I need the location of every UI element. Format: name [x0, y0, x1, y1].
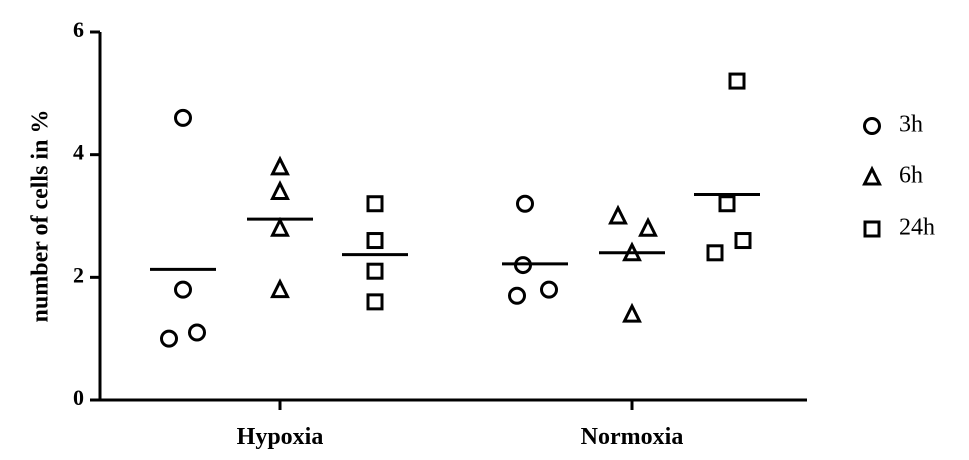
circle-point [188, 323, 206, 342]
legend-square-icon [863, 220, 881, 238]
legend-label: 3h [899, 112, 923, 138]
y-tick-label: 2 [73, 262, 84, 287]
triangle-point [270, 155, 290, 176]
square-point [706, 244, 724, 262]
triangle-point [270, 216, 290, 237]
square-point [734, 232, 752, 250]
legend-label: 6h [899, 163, 923, 189]
square-point [366, 262, 384, 280]
square-point [366, 195, 384, 213]
triangle-point [270, 278, 290, 299]
legend-triangle-icon [862, 165, 882, 186]
legend: 3h 6h 24h [862, 112, 935, 241]
circle-point [516, 194, 534, 213]
square-point [366, 293, 384, 311]
circle-point [540, 280, 558, 299]
axes: 0 2 4 6 Hypoxia Normoxia [73, 17, 807, 450]
data-marks [150, 72, 760, 348]
y-axis-label: number of cells in % [28, 110, 54, 323]
triangle-point [270, 180, 290, 200]
legend-circle-icon [863, 117, 881, 135]
x-category-label: Hypoxia [237, 424, 324, 450]
circle-point [160, 329, 178, 348]
x-category-label: Normoxia [581, 424, 684, 450]
square-point [728, 72, 746, 90]
y-tick-label: 0 [73, 385, 84, 410]
circle-point [508, 286, 526, 305]
triangle-point [608, 204, 628, 225]
triangle-point [638, 216, 658, 237]
y-tick-label: 4 [73, 140, 84, 165]
square-point [718, 195, 736, 213]
circle-point [174, 108, 192, 127]
y-tick-label: 6 [73, 17, 84, 42]
circle-point [174, 280, 192, 299]
triangle-point [622, 302, 642, 323]
square-point [366, 232, 384, 250]
legend-label: 24h [899, 215, 935, 241]
